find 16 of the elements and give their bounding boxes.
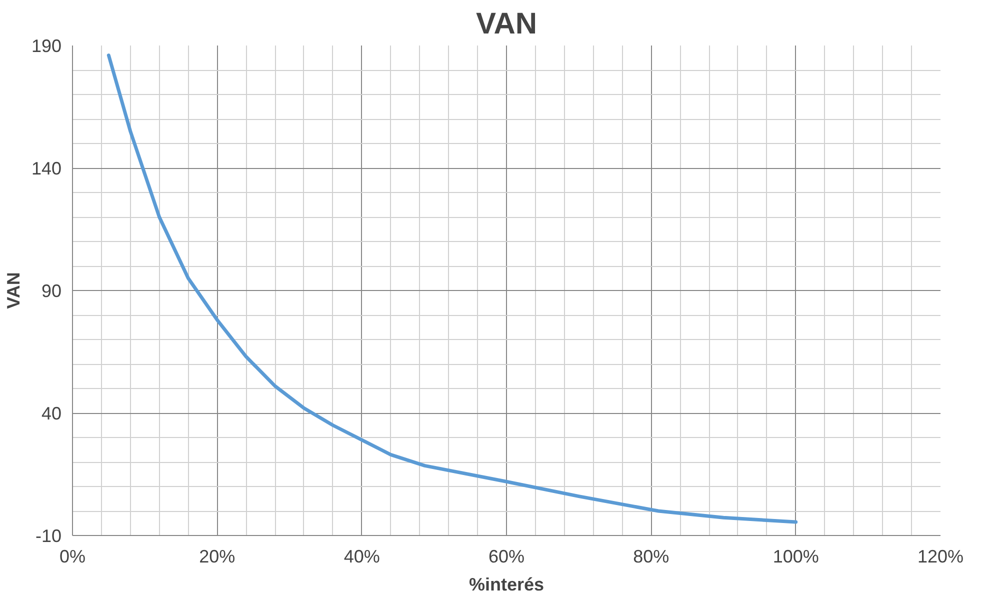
line-series [106, 54, 798, 524]
y-axis-title: VAN [3, 272, 24, 309]
chart-title: VAN [476, 8, 538, 40]
y-tick-label: 190 [31, 36, 62, 56]
x-tick-label: 20% [199, 546, 236, 566]
y-tick-label: 90 [41, 281, 62, 301]
x-tick-label: 120% [917, 546, 964, 566]
x-tick-label: 40% [344, 546, 380, 566]
x-tick-label: 80% [633, 546, 670, 566]
x-tick-label: 0% [59, 546, 86, 566]
x-tick-label: 100% [772, 546, 819, 566]
x-tick-label: 60% [488, 546, 525, 566]
y-tick-label: -10 [35, 526, 62, 546]
x-axis-title: %interés [468, 574, 544, 594]
y-tick-label: 40 [41, 404, 62, 424]
y-tick-label: 140 [31, 158, 62, 178]
